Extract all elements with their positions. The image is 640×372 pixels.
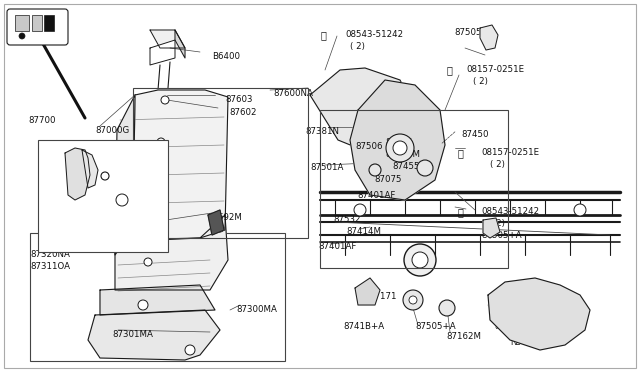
Text: 08543-51242: 08543-51242 [345,30,403,39]
Bar [44,15,54,31]
Text: 87505+A: 87505+A [481,231,522,240]
Text: 87171: 87171 [369,292,397,301]
Polygon shape [150,40,175,65]
Polygon shape [208,210,224,235]
Circle shape [412,252,428,268]
Circle shape [409,296,417,304]
Text: 87600NA: 87600NA [273,89,313,98]
Circle shape [417,160,433,176]
Bar [320,110,508,268]
Text: 87401AF: 87401AF [357,191,396,200]
Polygon shape [88,310,220,360]
Text: 87075: 87075 [374,175,401,184]
Text: 87000G: 87000G [95,126,129,135]
Circle shape [216,224,224,232]
Polygon shape [483,218,500,238]
Text: 08157-0251E: 08157-0251E [466,65,524,74]
Circle shape [157,138,165,146]
Text: ( 2): ( 2) [473,77,488,86]
Text: 87311OA: 87311OA [30,262,70,271]
Circle shape [185,345,195,355]
Text: 08157-0251E: 08157-0251E [481,148,539,157]
Text: 87401AF: 87401AF [318,242,356,251]
Text: 08543-51242: 08543-51242 [481,207,539,216]
Polygon shape [65,148,90,200]
Polygon shape [175,30,185,58]
Circle shape [404,244,436,276]
Circle shape [101,172,109,180]
Text: 87602: 87602 [229,108,257,117]
Text: 8741B+A: 8741B+A [343,322,384,331]
Text: 87700: 87700 [28,116,56,125]
Circle shape [154,182,162,190]
Text: RB7000TR: RB7000TR [510,338,552,347]
Text: Ⓑ: Ⓑ [457,148,463,158]
Text: ( 2): ( 2) [490,160,505,169]
Text: 87649: 87649 [47,164,74,173]
Circle shape [116,194,128,206]
Text: Ⓑ: Ⓑ [320,30,326,40]
Text: 87603: 87603 [225,95,253,104]
Bar [32,15,42,31]
Polygon shape [133,90,228,240]
Circle shape [369,164,381,176]
Circle shape [403,290,423,310]
Circle shape [161,96,169,104]
Text: 87501A: 87501A [310,163,344,172]
Text: 87320NA: 87320NA [30,250,70,259]
Polygon shape [115,215,228,290]
Polygon shape [355,278,380,305]
Text: 87708: 87708 [47,196,74,205]
Text: 87381N: 87381N [305,127,339,136]
Circle shape [354,204,366,216]
Text: 87455: 87455 [392,162,419,171]
Text: 87505+B: 87505+B [454,28,495,37]
Polygon shape [350,80,445,200]
Text: 87450: 87450 [461,130,488,139]
Circle shape [144,258,152,266]
Text: B6400: B6400 [212,52,240,61]
Text: Ⓑ: Ⓑ [457,207,463,217]
Circle shape [386,134,414,162]
Polygon shape [488,278,590,350]
Circle shape [19,33,25,39]
Text: 87301MA: 87301MA [112,330,153,339]
Text: 87405: 87405 [385,138,413,147]
Text: 87506: 87506 [355,142,383,151]
Text: 87401AA: 87401AA [62,152,100,161]
Text: ( 2): ( 2) [350,42,365,51]
Polygon shape [100,285,215,315]
Polygon shape [150,30,185,48]
Bar [15,15,29,31]
Text: 87532: 87532 [333,215,360,224]
Polygon shape [82,150,98,188]
Polygon shape [480,25,498,50]
Text: 87403M: 87403M [385,150,420,159]
Text: 87162M: 87162M [446,332,481,341]
Text: 87692M: 87692M [207,213,242,222]
Polygon shape [115,95,135,255]
Text: 87300MA: 87300MA [236,305,277,314]
FancyBboxPatch shape [7,9,68,45]
Circle shape [393,141,407,155]
Text: ( 2): ( 2) [490,219,505,228]
Polygon shape [310,68,415,155]
Text: 87414M: 87414M [346,227,381,236]
Bar [133,88,308,238]
Bar [38,140,168,252]
Text: Ⓑ: Ⓑ [446,65,452,75]
Text: 87380: 87380 [494,322,522,331]
Bar [30,233,285,361]
Circle shape [138,300,148,310]
Circle shape [439,300,455,316]
Text: 87505+A: 87505+A [415,322,456,331]
Circle shape [574,204,586,216]
